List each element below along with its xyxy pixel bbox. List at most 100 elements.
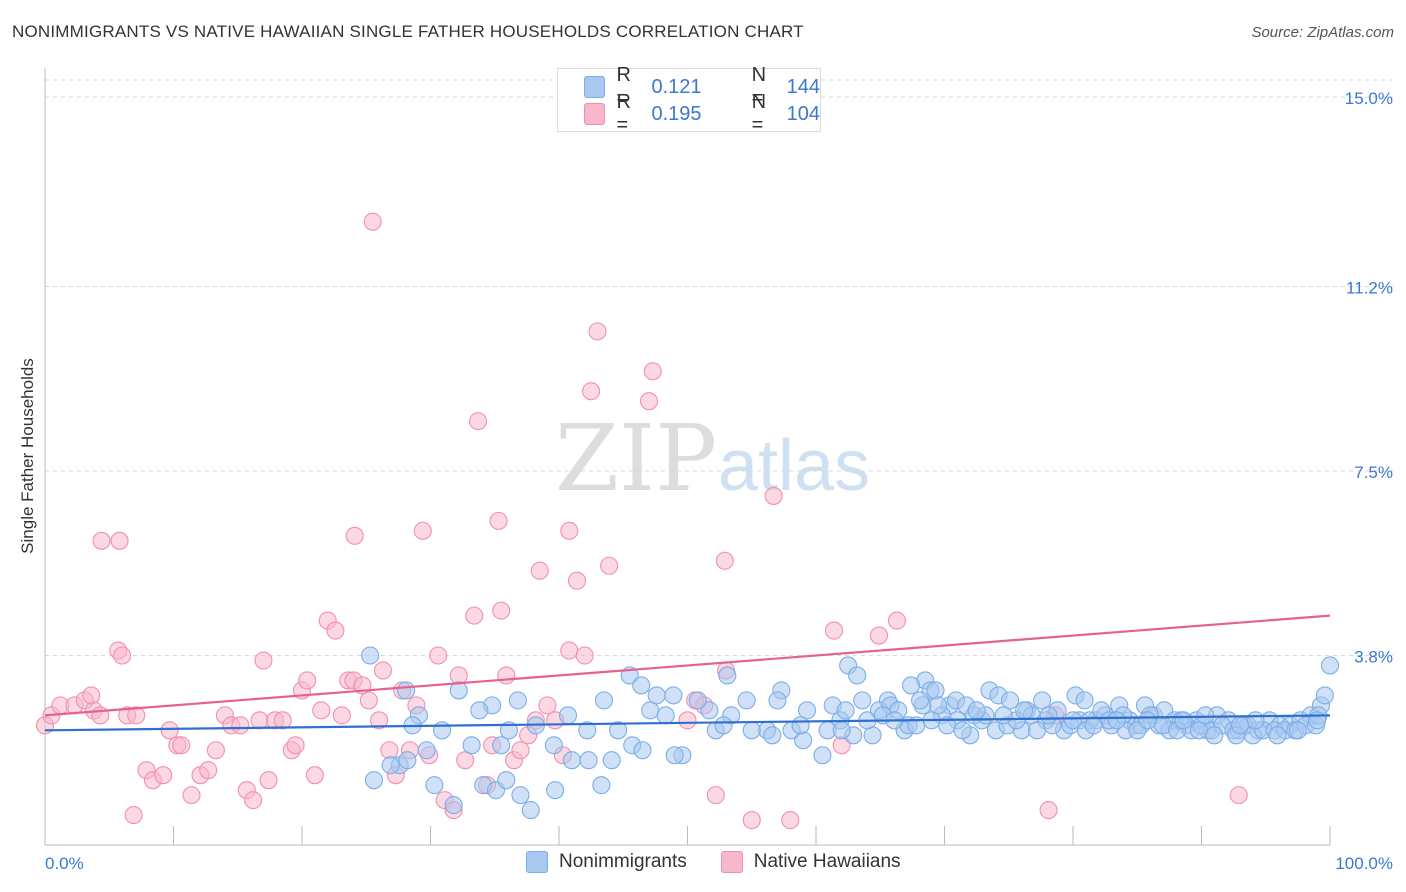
point-native-hawaiians xyxy=(588,322,607,341)
point-nonimmigrants xyxy=(425,776,444,795)
stats-legend-row-native-hawaiians: R = 0.195 N = 104 xyxy=(584,91,820,136)
point-native-hawaiians xyxy=(497,666,516,685)
point-nonimmigrants xyxy=(1027,721,1047,740)
point-native-hawaiians xyxy=(373,661,393,680)
point-nonimmigrants xyxy=(737,691,756,710)
point-nonimmigrants xyxy=(1231,716,1250,735)
point-nonimmigrants xyxy=(1015,701,1034,720)
point-native-hawaiians xyxy=(326,621,345,640)
point-nonimmigrants xyxy=(1196,706,1215,725)
point-native-hawaiians xyxy=(429,646,448,665)
point-nonimmigrants xyxy=(546,781,565,800)
point-native-hawaiians xyxy=(538,696,557,715)
point-nonimmigrants xyxy=(609,721,628,740)
point-native-hawaiians xyxy=(113,646,132,665)
point-nonimmigrants xyxy=(470,701,489,720)
point-nonimmigrants xyxy=(361,646,380,665)
point-native-hawaiians xyxy=(643,362,662,381)
n-value-native-hawaiians: 104 xyxy=(786,102,820,125)
r-value-nonimmigrants: 0.121 xyxy=(651,75,702,98)
source-label: Source: ZipAtlas.com xyxy=(1251,24,1394,41)
point-native-hawaiians xyxy=(206,741,225,760)
y-tick-label: 3.8% xyxy=(1354,648,1393,667)
point-nonimmigrants xyxy=(449,681,468,700)
point-nonimmigrants xyxy=(492,736,511,755)
point-native-hawaiians xyxy=(250,711,269,730)
point-native-hawaiians xyxy=(92,531,111,550)
point-native-hawaiians xyxy=(380,741,399,760)
trendline-native-hawaiians xyxy=(44,614,1331,717)
point-nonimmigrants xyxy=(633,741,652,760)
y-tick-label: 15.0% xyxy=(1345,89,1393,108)
point-native-hawaiians xyxy=(764,486,783,505)
x-tick-label: 0.0% xyxy=(45,854,84,873)
point-nonimmigrants xyxy=(953,721,972,740)
point-nonimmigrants xyxy=(1268,726,1287,745)
point-nonimmigrants xyxy=(1288,721,1307,740)
point-native-hawaiians xyxy=(742,811,761,830)
point-nonimmigrants xyxy=(417,741,436,760)
point-native-hawaiians xyxy=(110,531,129,550)
point-native-hawaiians xyxy=(182,786,201,805)
chart-title: NONIMMIGRANTS VS NATIVE HAWAIIAN SINGLE … xyxy=(12,22,804,41)
point-native-hawaiians xyxy=(706,786,725,805)
point-native-hawaiians xyxy=(468,412,488,431)
point-nonimmigrants xyxy=(813,746,832,765)
legend-swatch-native-hawaiians xyxy=(720,851,743,873)
point-native-hawaiians xyxy=(492,601,511,620)
legend-swatch-native-hawaiians xyxy=(584,103,605,125)
point-native-hawaiians xyxy=(530,561,549,580)
point-nonimmigrants xyxy=(398,751,417,770)
point-nonimmigrants xyxy=(1063,711,1083,730)
point-native-hawaiians xyxy=(154,766,173,785)
point-native-hawaiians xyxy=(273,711,292,730)
point-native-hawaiians xyxy=(172,736,191,755)
point-native-hawaiians xyxy=(869,626,889,645)
point-nonimmigrants xyxy=(848,666,867,685)
point-native-hawaiians xyxy=(582,382,601,401)
point-nonimmigrants xyxy=(797,701,817,720)
point-native-hawaiians xyxy=(465,606,484,625)
point-nonimmigrants xyxy=(742,721,761,740)
point-nonimmigrants xyxy=(602,751,621,770)
point-nonimmigrants xyxy=(521,801,540,820)
point-nonimmigrants xyxy=(1075,691,1094,710)
point-nonimmigrants xyxy=(1246,711,1265,730)
y-tick-label: 11.2% xyxy=(1346,278,1393,297)
point-nonimmigrants xyxy=(967,701,986,720)
point-native-hawaiians xyxy=(511,741,530,760)
point-nonimmigrants xyxy=(1174,711,1193,730)
point-native-hawaiians xyxy=(286,736,305,755)
point-nonimmigrants xyxy=(656,706,675,725)
point-nonimmigrants xyxy=(499,721,518,740)
point-nonimmigrants xyxy=(364,771,384,790)
legend-item-nonimmigrants: Nonimmigrants xyxy=(526,851,687,873)
point-native-hawaiians xyxy=(160,721,179,740)
point-native-hawaiians xyxy=(82,686,101,705)
point-nonimmigrants xyxy=(1084,716,1103,735)
stats-legend: R = 0.121 N = 144 R = 0.195 N = 104 xyxy=(557,64,821,136)
r-value-native-hawaiians: 0.195 xyxy=(651,102,702,125)
point-nonimmigrants xyxy=(763,726,782,745)
point-native-hawaiians xyxy=(600,556,619,575)
point-native-hawaiians xyxy=(824,621,844,640)
y-axis-label: Single Father Households xyxy=(18,358,37,554)
point-nonimmigrants xyxy=(558,706,578,725)
point-native-hawaiians xyxy=(489,511,508,530)
point-nonimmigrants xyxy=(688,691,707,710)
r-label: R = xyxy=(616,91,631,136)
point-native-hawaiians xyxy=(456,751,475,770)
r-label: R = xyxy=(616,64,631,109)
series-legend: Nonimmigrants Native Hawaiians xyxy=(526,851,935,873)
point-native-hawaiians xyxy=(413,521,432,540)
point-native-hawaiians xyxy=(231,716,250,735)
point-native-hawaiians xyxy=(1229,786,1248,805)
point-nonimmigrants xyxy=(647,686,666,705)
point-nonimmigrants xyxy=(832,721,851,740)
point-nonimmigrants xyxy=(592,776,611,795)
point-nonimmigrants xyxy=(632,676,651,695)
point-nonimmigrants xyxy=(444,796,463,815)
point-native-hawaiians xyxy=(715,551,734,570)
point-nonimmigrants xyxy=(994,706,1013,725)
